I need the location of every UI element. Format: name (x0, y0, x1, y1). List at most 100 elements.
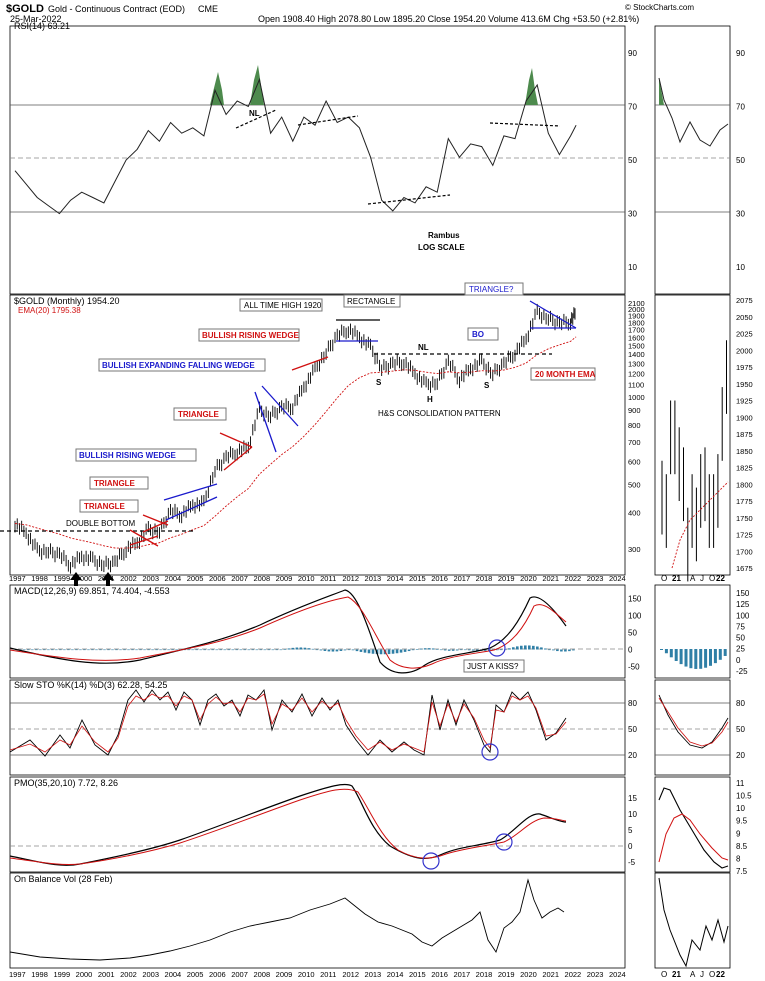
pmo-circle-2019 (495, 833, 513, 851)
macd-side-hist-bar (674, 649, 678, 661)
macd-hist-bar (283, 649, 287, 650)
year-label-bottom: 2000 (76, 970, 93, 979)
macd-hist-bar (495, 649, 499, 651)
pmo-side-tick-4: 9 (736, 829, 741, 838)
macd-side-hist-bar (718, 649, 722, 660)
year-label-top: 2003 (142, 574, 159, 583)
x-axis-years-bottom: 1997 1998 1999 2000 2001 2002 2003 2004 2005 2006… (9, 970, 626, 979)
macd-title: MACD(12,26,9) 69.851, 74.404, -4.553 (14, 586, 170, 596)
macd-hist-bar (572, 649, 575, 651)
rsi-side-frame (654, 25, 731, 295)
macd-hist-bar (51, 649, 54, 651)
sto-side-k (658, 694, 729, 749)
macd-side-tick-7: -25 (736, 667, 748, 676)
price-tick-2: 1900 (628, 312, 645, 321)
triangle-1-box (79, 499, 139, 513)
macd-hist-bar (127, 649, 130, 651)
rsi-trend-2021 (489, 122, 561, 127)
macd-hist-bar (163, 649, 166, 651)
macd-hist-bar (536, 646, 539, 650)
triangle-2-bottom (142, 520, 169, 533)
macd-hist-bar (451, 649, 455, 651)
pmo-title: PMO(35,20,10) 7.72, 8.26 (14, 778, 118, 788)
macd-hist-bar (291, 647, 295, 650)
macd-hist-bar (387, 649, 391, 655)
macd-hist-bar (231, 649, 235, 651)
year-label-top: 2013 (365, 574, 382, 583)
pmo-side-tick-5: 8.5 (736, 842, 748, 851)
price-side-bars (661, 340, 727, 582)
year-label-bottom: 1997 (9, 970, 26, 979)
head-label: H (427, 395, 433, 404)
side-x-label-bottom: 21 (672, 970, 681, 979)
macd-side-hist-bar (684, 649, 688, 667)
obv-side-frame (654, 872, 731, 969)
year-label-top: 2002 (120, 574, 137, 583)
macd-tick-2: 50 (628, 629, 637, 638)
year-label-top: 2011 (320, 574, 336, 583)
expanding-wedge-box (98, 358, 266, 372)
side-x-label-bottom: O (661, 970, 667, 979)
macd-hist-bar (183, 649, 186, 651)
macd-hist-bar (327, 649, 331, 652)
rsi-side-tick-0: 90 (736, 49, 745, 58)
macd-hist-bar (367, 649, 371, 654)
macd-hist-bar (552, 649, 555, 651)
obv-title: On Balance Vol (28 Feb) (14, 874, 113, 884)
macd-hist-bar (419, 648, 423, 650)
price-side-tick-10: 1825 (736, 464, 753, 473)
price-tick-10: 1100 (628, 381, 644, 390)
pmo-line (9, 783, 567, 866)
rising-wedge-1-label: BULLISH RISING WEDGE (79, 451, 177, 460)
ema-note-label: 20 MONTH EMA (535, 370, 596, 379)
macd-hist-bar (107, 649, 110, 651)
rsi-tick-1: 70 (628, 102, 637, 111)
price-tick-17: 400 (628, 509, 641, 518)
macd-hist-bar (255, 649, 259, 651)
macd-hist-bar (435, 649, 439, 650)
macd-hist-bar (263, 649, 267, 651)
price-side-tick-3: 2000 (736, 346, 753, 355)
price-tick-9: 1200 (628, 370, 645, 379)
macd-hist-bar (219, 649, 223, 651)
macd-hist-bar (75, 649, 78, 651)
year-label-bottom: 2021 (542, 970, 559, 979)
macd-tick-3: 0 (628, 646, 633, 655)
triangle-1-top (129, 529, 159, 547)
sto-side-frame (654, 679, 731, 776)
price-bars (14, 303, 576, 574)
macd-hist-bar (279, 649, 283, 651)
macd-hist-bar (119, 649, 122, 651)
macd-hist-bar (203, 649, 206, 651)
year-label-top: 2022 (565, 574, 582, 583)
right-shoulder-label: S (484, 381, 490, 390)
macd-hist-bar (411, 649, 415, 651)
sto-side-tick-0: 80 (736, 699, 745, 708)
price-tick-3: 1800 (628, 318, 645, 327)
macd-side-tick-5: 25 (736, 645, 745, 654)
macd-side-hist-bar (689, 649, 693, 669)
macd-hist-bar (443, 649, 447, 651)
macd-hist-bar (271, 649, 275, 651)
macd-hist-bar (415, 649, 419, 650)
macd-hist-bar (95, 649, 98, 651)
pmo-signal (9, 788, 567, 866)
triangle-3-bottom (223, 446, 253, 471)
year-label-bottom: 2018 (476, 970, 493, 979)
sto-side-y-ticks: 80 50 20 (736, 699, 745, 760)
expanding-wedge-right (261, 385, 299, 427)
year-label-top: 1997 (9, 574, 26, 583)
rsi-side-tick-3: 30 (736, 210, 745, 219)
macd-hist-bar (235, 649, 239, 651)
macd-hist-bar (548, 649, 551, 651)
macd-hist-bar (515, 646, 519, 650)
price-annotations: DOUBLE BOTTOM TRIANGLE TRIANGLE BULLISH … (66, 282, 596, 528)
macd-hist-bar (556, 649, 559, 652)
rsi-line (14, 77, 577, 215)
macd-hist-bar (311, 648, 315, 650)
year-label-top: 2016 (431, 574, 448, 583)
macd-hist-bar (339, 649, 343, 651)
macd-hist-bar (483, 649, 487, 651)
price-tick-11: 1000 (628, 393, 645, 402)
ema-legend: EMA(20) 1795.38 (18, 306, 81, 315)
